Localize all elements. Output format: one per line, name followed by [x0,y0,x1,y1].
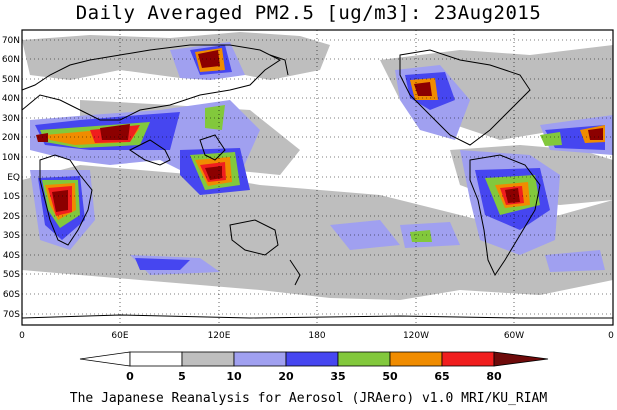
lon-label: 0 [608,331,614,341]
pm25-above-80-field [36,50,603,212]
colorbar-left-arrow [79,351,131,367]
colorbar: 0 5 10 20 35 50 65 80 [79,351,549,383]
colorbar-tick-label: 65 [434,370,449,383]
lat-label: 20S [3,212,20,222]
colorbar-bin [441,351,495,367]
lat-label: 30S [3,231,20,241]
lat-label: 40N [2,94,20,104]
lon-axis: 0 60E 120E 180 120W 60W 0 [19,331,614,341]
lon-label: 60E [111,331,128,341]
lat-label: 70S [3,310,20,320]
lon-label: 120W [403,331,429,341]
colorbar-bin [233,351,287,367]
lon-label: 60W [504,331,524,341]
colorbar-tick-label: 50 [382,370,398,383]
grid [22,30,613,325]
lon-label: 0 [19,331,25,341]
lat-label: 10N [2,153,20,163]
colorbar-bin [285,351,339,367]
colorbar-bin [129,351,183,367]
map-title: Daily Averaged PM2.5 [ug/m3]: 23Aug2015 [75,2,542,24]
colorbar-tick-label: 80 [486,370,502,383]
colorbar-tick-label: 10 [226,370,242,383]
lat-label: 20N [2,133,20,143]
colorbar-bin [337,351,391,367]
map-frame [21,29,614,326]
colorbar-tick-label: 0 [126,370,134,383]
lat-axis: 70N 60N 50N 40N 30N 20N 10N EQ 10S 20S 3… [2,36,20,320]
map-panel [21,29,614,326]
lat-label: 70N [2,36,20,46]
lat-label: 30N [2,114,20,124]
footer-credit: The Japanese Reanalysis for Aerosol (JRA… [69,391,548,406]
lat-label: 60N [2,55,20,65]
lon-label: 180 [308,331,325,341]
lat-label: 60S [3,290,20,300]
lat-label: 10S [3,192,20,202]
colorbar-tick-label: 35 [330,370,345,383]
lat-label: 50N [2,75,20,85]
colorbar-tick-label: 20 [278,370,294,383]
colorbar-right-arrow [493,351,549,367]
lat-label: 50S [3,270,20,280]
colorbar-bin [389,351,443,367]
coastlines [21,44,613,319]
colorbar-bin [181,351,235,367]
colorbar-tick-label: 5 [178,370,186,383]
lon-label: 120E [208,331,231,341]
lat-label: 40S [3,251,20,261]
lat-label: EQ [7,173,20,183]
